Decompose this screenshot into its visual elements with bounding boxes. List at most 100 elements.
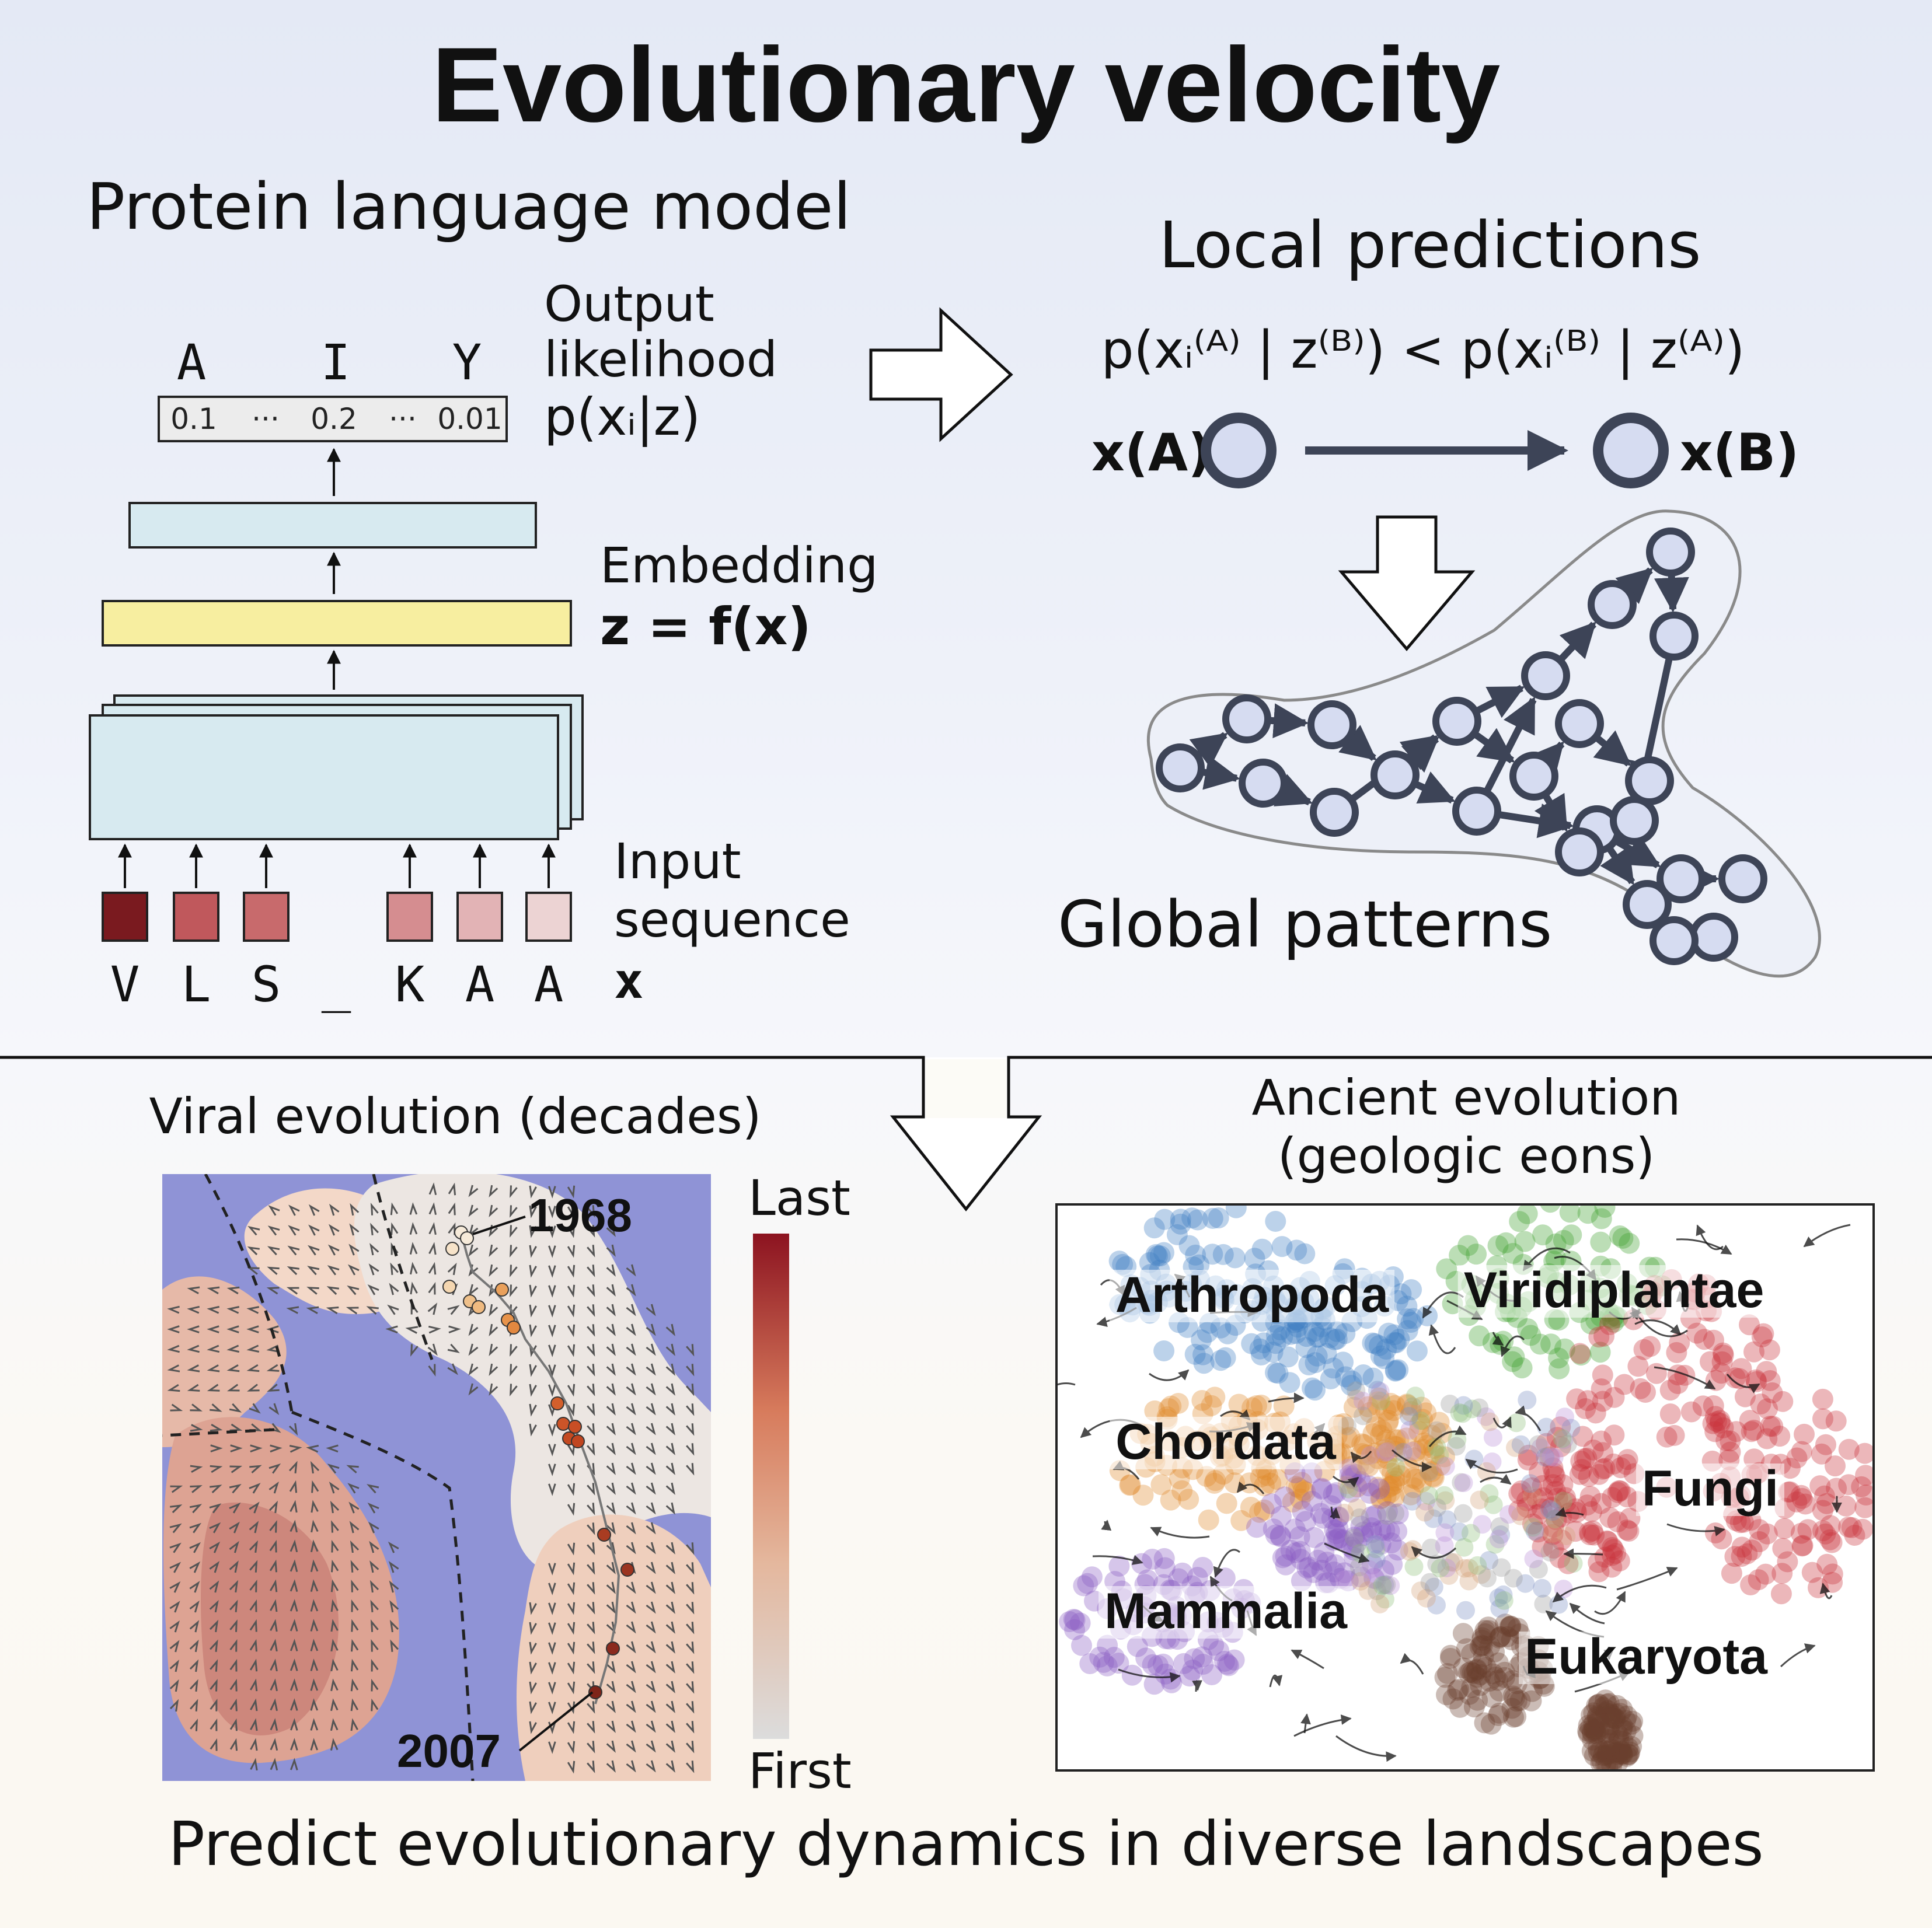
- vector-arrow: [310, 1619, 319, 1632]
- vector-arrow: [367, 1502, 379, 1514]
- vector-arrow: [268, 1500, 278, 1513]
- vector-arrow: [548, 1344, 556, 1357]
- trajectory-point: [597, 1528, 611, 1542]
- taxon-point: [1543, 1524, 1562, 1543]
- vector-arrow: [370, 1223, 379, 1235]
- taxon-point: [1386, 1521, 1408, 1542]
- vector-arrow: [606, 1323, 616, 1336]
- vector-arrow: [270, 1718, 278, 1731]
- vector-arrow: [529, 1681, 537, 1695]
- streamline: [1594, 1591, 1626, 1615]
- vector-arrow: [350, 1203, 360, 1216]
- vector-arrow: [567, 1225, 576, 1238]
- taxon-point: [1511, 1357, 1533, 1379]
- vector-arrow: [189, 1561, 201, 1573]
- global-heading: Global patterns: [1058, 887, 1552, 962]
- taxon-point: [1838, 1474, 1860, 1496]
- taxon-point: [1403, 1441, 1422, 1461]
- taxon-point: [1526, 1489, 1548, 1510]
- graph-node: [1310, 788, 1359, 837]
- taxon-point: [1196, 1466, 1218, 1487]
- taxon-point: [1290, 1549, 1312, 1570]
- vector-arrow: [448, 1182, 456, 1196]
- taxon-point: [1301, 1490, 1323, 1512]
- vector-arrow: [366, 1306, 379, 1315]
- taxon-point: [1081, 1566, 1103, 1588]
- taxon-point: [1529, 1435, 1548, 1454]
- taxon-point: [1411, 1581, 1430, 1601]
- taxon-point: [1566, 1501, 1588, 1523]
- vector-arrow: [246, 1364, 260, 1372]
- vector-arrow: [369, 1560, 379, 1573]
- taxon-point: [1603, 1453, 1624, 1475]
- vector-arrow: [288, 1204, 300, 1216]
- vector-arrow: [468, 1204, 479, 1217]
- taxon-point: [1791, 1535, 1813, 1557]
- graph-edge: [1189, 732, 1228, 768]
- taxon-point: [1856, 1485, 1872, 1506]
- vector-arrow: [606, 1661, 616, 1674]
- taxon-point: [1613, 1374, 1635, 1395]
- vector-arrow: [190, 1699, 198, 1712]
- output-ellipsis-2: ···: [389, 402, 417, 436]
- taxon-point: [1323, 1561, 1345, 1583]
- vector-arrow: [665, 1581, 675, 1594]
- vector-arrow: [331, 1539, 339, 1553]
- taxon-label: Eukaryota: [1525, 1629, 1768, 1685]
- taxon-point: [1612, 1228, 1634, 1249]
- taxon-point: [1586, 1707, 1608, 1728]
- vector-arrow: [389, 1580, 399, 1593]
- taxon-point: [1578, 1466, 1599, 1487]
- vector-arrow: [405, 1326, 419, 1334]
- vector-arrow: [249, 1560, 258, 1573]
- taxon-point: [1450, 1403, 1469, 1422]
- vector-arrow: [665, 1383, 675, 1396]
- taxon-point: [1270, 1526, 1291, 1548]
- vector-arrow: [290, 1718, 298, 1731]
- vector-arrow: [548, 1424, 556, 1437]
- taxon-point: [1608, 1724, 1630, 1746]
- taxon-point: [1472, 1565, 1491, 1584]
- taxon-point: [1574, 1448, 1595, 1469]
- taxon-point: [1285, 1323, 1307, 1344]
- taxon-point: [1381, 1576, 1400, 1595]
- vector-arrow: [686, 1641, 695, 1654]
- vector-arrow: [529, 1205, 537, 1218]
- streamline: [1515, 1405, 1542, 1431]
- vector-arrow: [548, 1642, 556, 1655]
- vector-arrow: [410, 1262, 418, 1275]
- taxon-point: [1350, 1515, 1372, 1537]
- taxon-point: [1500, 1615, 1522, 1637]
- input-label-line1: Input: [614, 833, 741, 890]
- taxon-point: [1599, 1721, 1621, 1743]
- taxon-point: [1732, 1511, 1754, 1533]
- graph-node: [1689, 913, 1738, 962]
- taxon-point: [1540, 1333, 1562, 1355]
- vector-arrow: [510, 1205, 518, 1218]
- taxon-point: [1208, 1207, 1229, 1229]
- taxon-point: [1542, 1524, 1564, 1545]
- taxon-point: [1267, 1363, 1289, 1384]
- vector-arrow: [567, 1304, 576, 1318]
- taxon-point: [1435, 1486, 1454, 1505]
- taxon-point: [1361, 1517, 1382, 1539]
- taxon-point: [1069, 1612, 1091, 1634]
- taxon-point: [1368, 1391, 1387, 1410]
- taxon-point: [1571, 1459, 1593, 1480]
- vector-arrow: [606, 1363, 616, 1376]
- vector-arrow: [646, 1482, 656, 1495]
- taxon-point: [1197, 1322, 1218, 1343]
- vector-arrow: [548, 1622, 556, 1635]
- taxon-point: [1704, 1421, 1726, 1442]
- vector-arrow: [567, 1542, 576, 1556]
- vector-arrow: [646, 1383, 656, 1396]
- footer-tagline: Predict evolutionary dynamics in diverse…: [168, 1808, 1764, 1880]
- taxon-point: [1202, 1208, 1223, 1229]
- input-token-box: [386, 892, 433, 942]
- vector-arrow: [371, 1678, 379, 1692]
- vector-arrow: [606, 1601, 616, 1614]
- taxon-point: [1218, 1655, 1239, 1676]
- taxon-point: [1108, 1251, 1130, 1272]
- taxon-point: [1326, 1523, 1347, 1545]
- taxon-point: [1386, 1332, 1407, 1354]
